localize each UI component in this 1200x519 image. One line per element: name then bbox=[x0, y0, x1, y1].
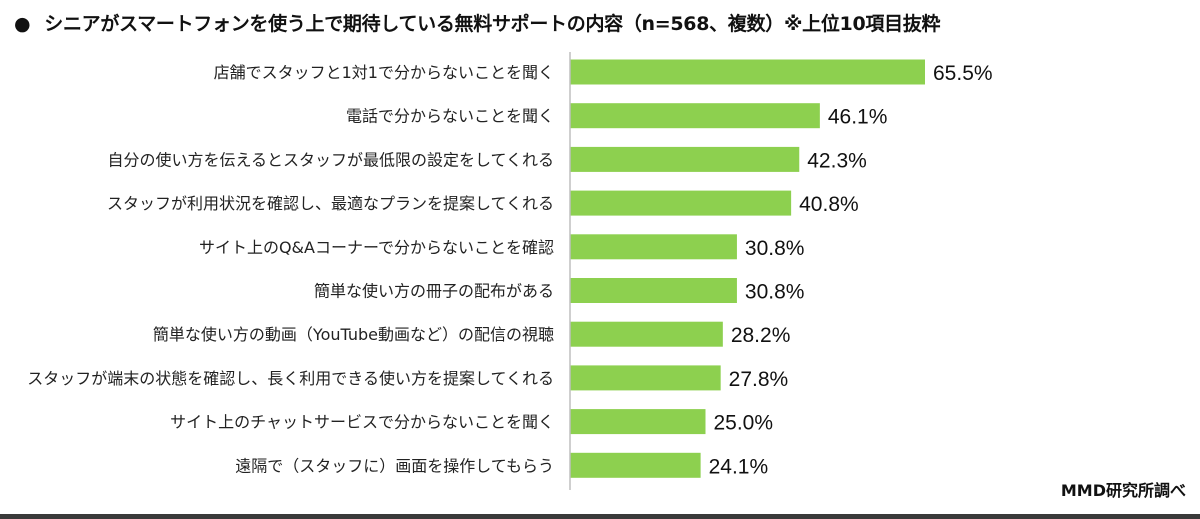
chart-title-text: シニアがスマートフォンを使う上で期待している無料サポートの内容（n=568、複数… bbox=[44, 13, 941, 35]
category-label: スタッフが利用状況を確認し、最適なプランを提案してくれる bbox=[107, 194, 554, 213]
category-label: 電話で分からないことを聞く bbox=[346, 107, 554, 126]
value-label: 46.1% bbox=[828, 106, 888, 129]
category-label: 遠隔で（スタッフに）画面を操作してもらう bbox=[235, 456, 554, 475]
category-label: 簡単な使い方の動画（YouTube動画など）の配信の視聴 bbox=[153, 325, 554, 344]
title-bullet: ● bbox=[14, 13, 31, 35]
bar bbox=[570, 103, 820, 129]
bar bbox=[570, 321, 723, 347]
bar bbox=[570, 59, 925, 85]
value-label: 65.5% bbox=[933, 62, 993, 85]
category-label: 簡単な使い方の冊子の配布がある bbox=[314, 282, 554, 301]
bar bbox=[570, 146, 800, 172]
category-label: サイト上のQ&Aコーナーで分からないことを確認 bbox=[199, 238, 554, 257]
chart-title: ● シニアがスマートフォンを使う上で期待している無料サポートの内容（n=568、複… bbox=[14, 6, 940, 42]
bar bbox=[570, 190, 792, 216]
bar bbox=[570, 452, 701, 478]
bar bbox=[570, 234, 737, 260]
value-label: 24.1% bbox=[709, 455, 769, 478]
category-label: スタッフが端末の状態を確認し、長く利用できる使い方を提案してくれる bbox=[27, 369, 554, 388]
value-label: 27.8% bbox=[729, 368, 789, 391]
bar bbox=[570, 365, 721, 391]
value-label: 40.8% bbox=[799, 193, 859, 216]
value-label: 30.8% bbox=[745, 237, 805, 260]
value-label: 42.3% bbox=[807, 149, 867, 172]
bar bbox=[570, 409, 706, 435]
category-label: 自分の使い方を伝えるとスタッフが最低限の設定をしてくれる bbox=[107, 150, 554, 169]
value-label: 25.0% bbox=[713, 412, 773, 435]
category-label: サイト上のチャットサービスで分からないことを聞く bbox=[170, 413, 554, 432]
source-note: MMD研究所調べ bbox=[1060, 481, 1186, 500]
bar bbox=[570, 278, 737, 303]
value-label: 28.2% bbox=[731, 324, 791, 347]
bottom-divider bbox=[0, 514, 1200, 519]
category-label: 店舗でスタッフと1対1で分からないことを聞く bbox=[214, 63, 554, 82]
value-label: 30.8% bbox=[745, 281, 805, 304]
